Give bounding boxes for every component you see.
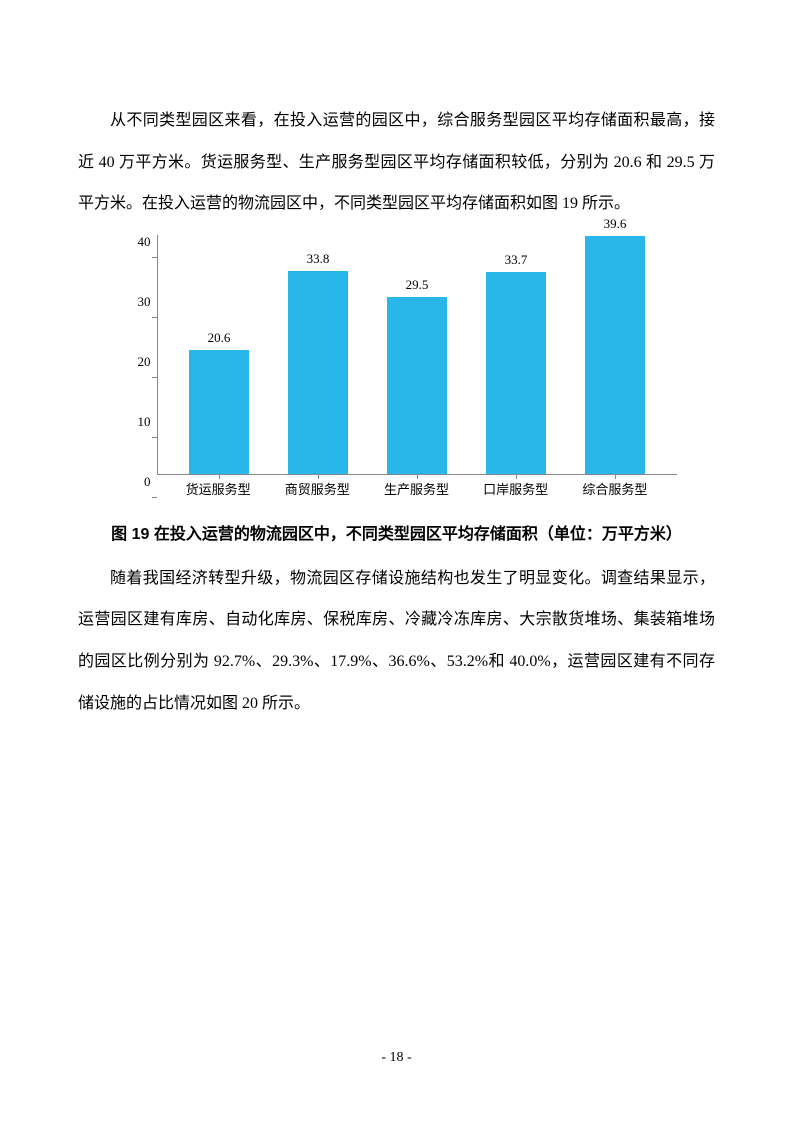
y-tick-label: 20 [138, 354, 151, 370]
x-tick-mark [219, 474, 220, 479]
page-number: - 18 - [0, 1050, 793, 1066]
bar-value-label: 33.7 [505, 252, 528, 268]
y-tick-label: 30 [138, 294, 151, 310]
bar-chart-figure-19: 010203040 20.633.829.533.739.6 货运服务型商贸服务… [117, 235, 677, 498]
x-tick-mark [417, 474, 418, 479]
bar [288, 271, 348, 474]
bar [585, 236, 645, 474]
chart-plot-area: 20.633.829.533.739.6 [157, 235, 677, 475]
x-axis-category-label: 生产服务型 [380, 479, 452, 498]
paragraph-2: 随着我国经济转型升级，物流园区存储设施结构也发生了明显变化。调查结果显示，运营园… [78, 558, 715, 724]
bar-value-label: 29.5 [406, 277, 429, 293]
x-axis-category-label: 货运服务型 [182, 479, 254, 498]
x-axis-category-label: 商贸服务型 [281, 479, 353, 498]
paragraph-1: 从不同类型园区来看，在投入运营的园区中，综合服务型园区平均存储面积最高，接近 4… [78, 100, 715, 225]
bar-group: 29.5 [381, 277, 453, 474]
y-tick-mark [152, 497, 157, 498]
x-tick-mark [615, 474, 616, 479]
bar-value-label: 33.8 [307, 251, 330, 267]
bar-value-label: 20.6 [208, 330, 231, 346]
x-axis-category-label: 综合服务型 [579, 479, 651, 498]
y-tick-label: 10 [138, 414, 151, 430]
bar [486, 272, 546, 474]
bar-value-label: 39.6 [604, 216, 627, 232]
bar [387, 297, 447, 474]
x-axis-category-label: 口岸服务型 [480, 479, 552, 498]
y-tick-label: 40 [138, 234, 151, 250]
x-tick-mark [318, 474, 319, 479]
y-axis: 0 10 20 30 40 [117, 235, 157, 498]
bar-group: 33.7 [480, 252, 552, 474]
bar-group: 33.8 [282, 251, 354, 474]
bar-group: 39.6 [579, 216, 651, 474]
bars-area: 20.633.829.533.739.6 [158, 235, 677, 474]
y-tick-label: 0 [144, 474, 151, 490]
figure-19-caption: 图 19 在投入运营的物流园区中，不同类型园区平均存储面积（单位：万平方米） [78, 520, 715, 544]
x-tick-mark [516, 474, 517, 479]
bar [189, 350, 249, 474]
bar-group: 20.6 [183, 330, 255, 474]
